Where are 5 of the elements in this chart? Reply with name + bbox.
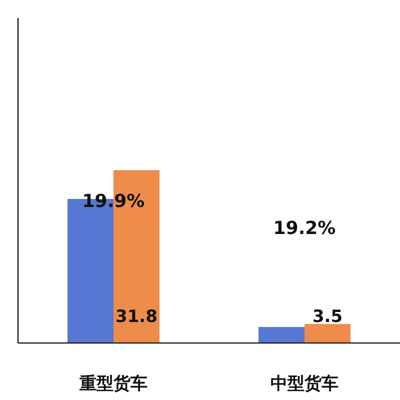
x-tick-label: 重型货车 xyxy=(78,374,148,394)
annotation: 19.2% xyxy=(273,218,336,239)
x-tick-label: 中型货车 xyxy=(270,374,338,394)
data-label: 31.8 xyxy=(116,307,158,327)
data-label: 3.5 xyxy=(312,307,343,327)
